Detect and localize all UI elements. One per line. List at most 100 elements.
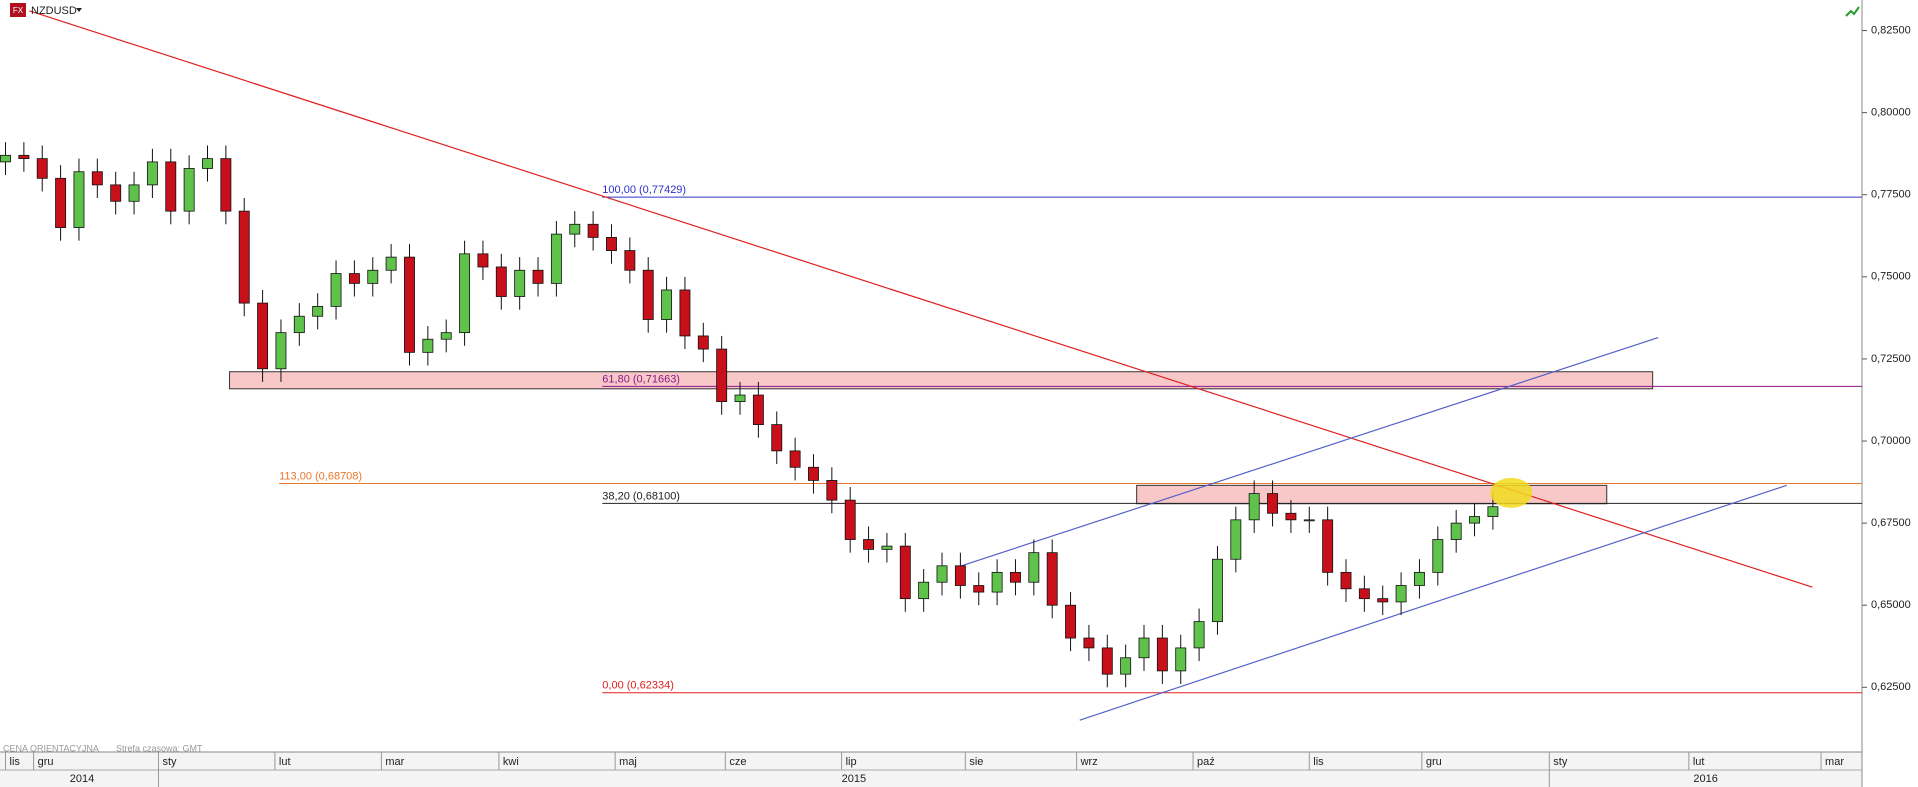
candle-body xyxy=(110,184,122,202)
x-tick-label: cze xyxy=(729,756,746,768)
candle-body xyxy=(1193,621,1205,649)
candle-body xyxy=(55,177,67,228)
x-tick-label: lis xyxy=(10,756,21,768)
zone xyxy=(229,371,1654,390)
candle-body xyxy=(642,269,654,320)
plot-area: 100,00 (0,77429) 61,80 (0,71663) 113,00 (0… xyxy=(0,10,1862,721)
candle-body xyxy=(36,158,48,179)
candle-body xyxy=(899,545,911,600)
candle-body xyxy=(734,394,746,403)
candle-body xyxy=(863,539,875,550)
candle-body xyxy=(367,269,379,284)
candle-body xyxy=(716,348,728,403)
y-tick-label: 0,82500 xyxy=(1871,24,1911,36)
candle-body xyxy=(385,256,397,271)
highlight xyxy=(1490,477,1533,508)
candle-body xyxy=(1432,539,1444,573)
candle-body xyxy=(293,315,305,334)
candle-body xyxy=(697,335,709,350)
candle-body xyxy=(495,266,507,297)
fib-label: 38,20 (0,68100) xyxy=(602,490,680,502)
candle-body xyxy=(459,253,471,334)
fib-label: 100,00 (0,77429) xyxy=(602,184,686,196)
symbol: NZDUSD xyxy=(31,5,77,17)
y-tick-label: 0,70000 xyxy=(1871,435,1911,447)
x-tick-label: sie xyxy=(969,756,983,768)
candle-body xyxy=(1303,519,1315,522)
candle-body xyxy=(789,450,801,468)
x-tick-label: wrz xyxy=(1080,756,1098,768)
trendline xyxy=(960,337,1659,567)
candle-body xyxy=(1230,519,1242,560)
candle-body xyxy=(661,289,673,320)
candle-body xyxy=(826,480,838,501)
trendline xyxy=(1079,484,1787,721)
candle-body xyxy=(1487,506,1499,517)
candle-body xyxy=(1469,516,1480,524)
candle-body xyxy=(587,223,599,238)
candle-body xyxy=(128,184,140,202)
candle-body xyxy=(1358,588,1370,600)
candle-body xyxy=(1065,604,1077,639)
fib-label: 61,80 (0,71663) xyxy=(602,373,680,385)
candle-body xyxy=(1248,493,1260,521)
candle-body xyxy=(312,305,324,317)
candle-body xyxy=(1156,637,1168,672)
year-label: 2014 xyxy=(70,773,94,785)
candle-body xyxy=(348,273,360,284)
x-tick-label: lut xyxy=(1693,756,1705,768)
candle-body xyxy=(991,571,1003,593)
candle-body xyxy=(918,581,930,600)
candle-body xyxy=(679,289,691,337)
candle-body xyxy=(844,499,856,540)
x-tick-label: mar xyxy=(1825,756,1844,768)
candle-body xyxy=(275,332,287,370)
candle-body xyxy=(1267,493,1279,514)
candle-body xyxy=(330,273,342,307)
candle-body xyxy=(0,154,11,163)
candle-body xyxy=(1340,571,1352,590)
fib-label: 0,00 (0,62334) xyxy=(602,680,674,692)
dropdown-arrow xyxy=(76,8,82,12)
candle-body xyxy=(752,394,764,426)
candle-body xyxy=(220,158,232,212)
candle-body xyxy=(91,171,103,186)
y-tick-label: 0,62500 xyxy=(1871,681,1911,693)
year-label: 2015 xyxy=(842,773,866,785)
x-tick-label: lis xyxy=(1313,756,1324,768)
x-tick-label: kwi xyxy=(503,756,519,768)
candle-body xyxy=(1175,647,1187,672)
candle-body xyxy=(771,424,783,452)
candle-body xyxy=(1377,598,1389,603)
x-tick-label: paź xyxy=(1197,756,1215,768)
year-label: 2016 xyxy=(1693,773,1717,785)
candle-body xyxy=(73,171,85,228)
candle-body xyxy=(1395,585,1407,603)
candle-body xyxy=(936,565,948,583)
candle-body xyxy=(606,237,617,251)
candle-body xyxy=(1322,519,1334,573)
x-tick-label: gru xyxy=(38,756,54,768)
candle-body xyxy=(569,223,581,235)
candle-body xyxy=(238,210,250,304)
candle-body xyxy=(1414,571,1425,586)
candle-body xyxy=(532,269,544,284)
candle-body xyxy=(954,565,966,586)
candle-body xyxy=(1101,647,1113,675)
x-tick-label: lip xyxy=(846,756,857,768)
candle-body xyxy=(18,154,30,160)
candle-body xyxy=(550,233,562,284)
candle-body xyxy=(1450,522,1462,540)
y-tick-label: 0,65000 xyxy=(1871,599,1911,611)
x-tick-label: maj xyxy=(619,756,637,768)
candle-body xyxy=(1212,558,1223,623)
candle-body xyxy=(146,161,158,186)
symbol-header[interactable]: FX NZDUSD xyxy=(10,3,82,17)
candle-body xyxy=(1285,512,1297,521)
candle-body xyxy=(1120,657,1132,675)
candle-body xyxy=(881,545,893,550)
candle-body xyxy=(624,250,636,271)
x-tick-label: mar xyxy=(385,756,404,768)
